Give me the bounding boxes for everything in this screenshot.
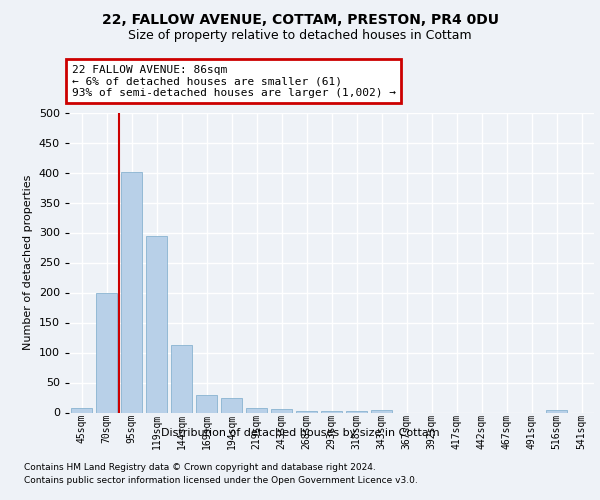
Bar [196, 394, 217, 412]
Bar [321, 410, 342, 412]
Bar [246, 408, 267, 412]
Bar [271, 409, 292, 412]
Bar [296, 410, 317, 412]
Bar [221, 398, 242, 412]
Bar [146, 236, 167, 412]
Bar [546, 410, 567, 412]
Bar [371, 410, 392, 412]
Bar [171, 346, 192, 412]
Bar [71, 408, 92, 412]
Text: 22 FALLOW AVENUE: 86sqm
← 6% of detached houses are smaller (61)
93% of semi-det: 22 FALLOW AVENUE: 86sqm ← 6% of detached… [71, 64, 395, 98]
Text: Size of property relative to detached houses in Cottam: Size of property relative to detached ho… [128, 29, 472, 42]
Text: Contains public sector information licensed under the Open Government Licence v3: Contains public sector information licen… [24, 476, 418, 485]
Y-axis label: Number of detached properties: Number of detached properties [23, 175, 33, 350]
Text: Contains HM Land Registry data © Crown copyright and database right 2024.: Contains HM Land Registry data © Crown c… [24, 462, 376, 471]
Text: 22, FALLOW AVENUE, COTTAM, PRESTON, PR4 0DU: 22, FALLOW AVENUE, COTTAM, PRESTON, PR4 … [101, 12, 499, 26]
Bar [346, 410, 367, 412]
Text: Distribution of detached houses by size in Cottam: Distribution of detached houses by size … [161, 428, 439, 438]
Bar [121, 172, 142, 412]
Bar [96, 292, 117, 412]
